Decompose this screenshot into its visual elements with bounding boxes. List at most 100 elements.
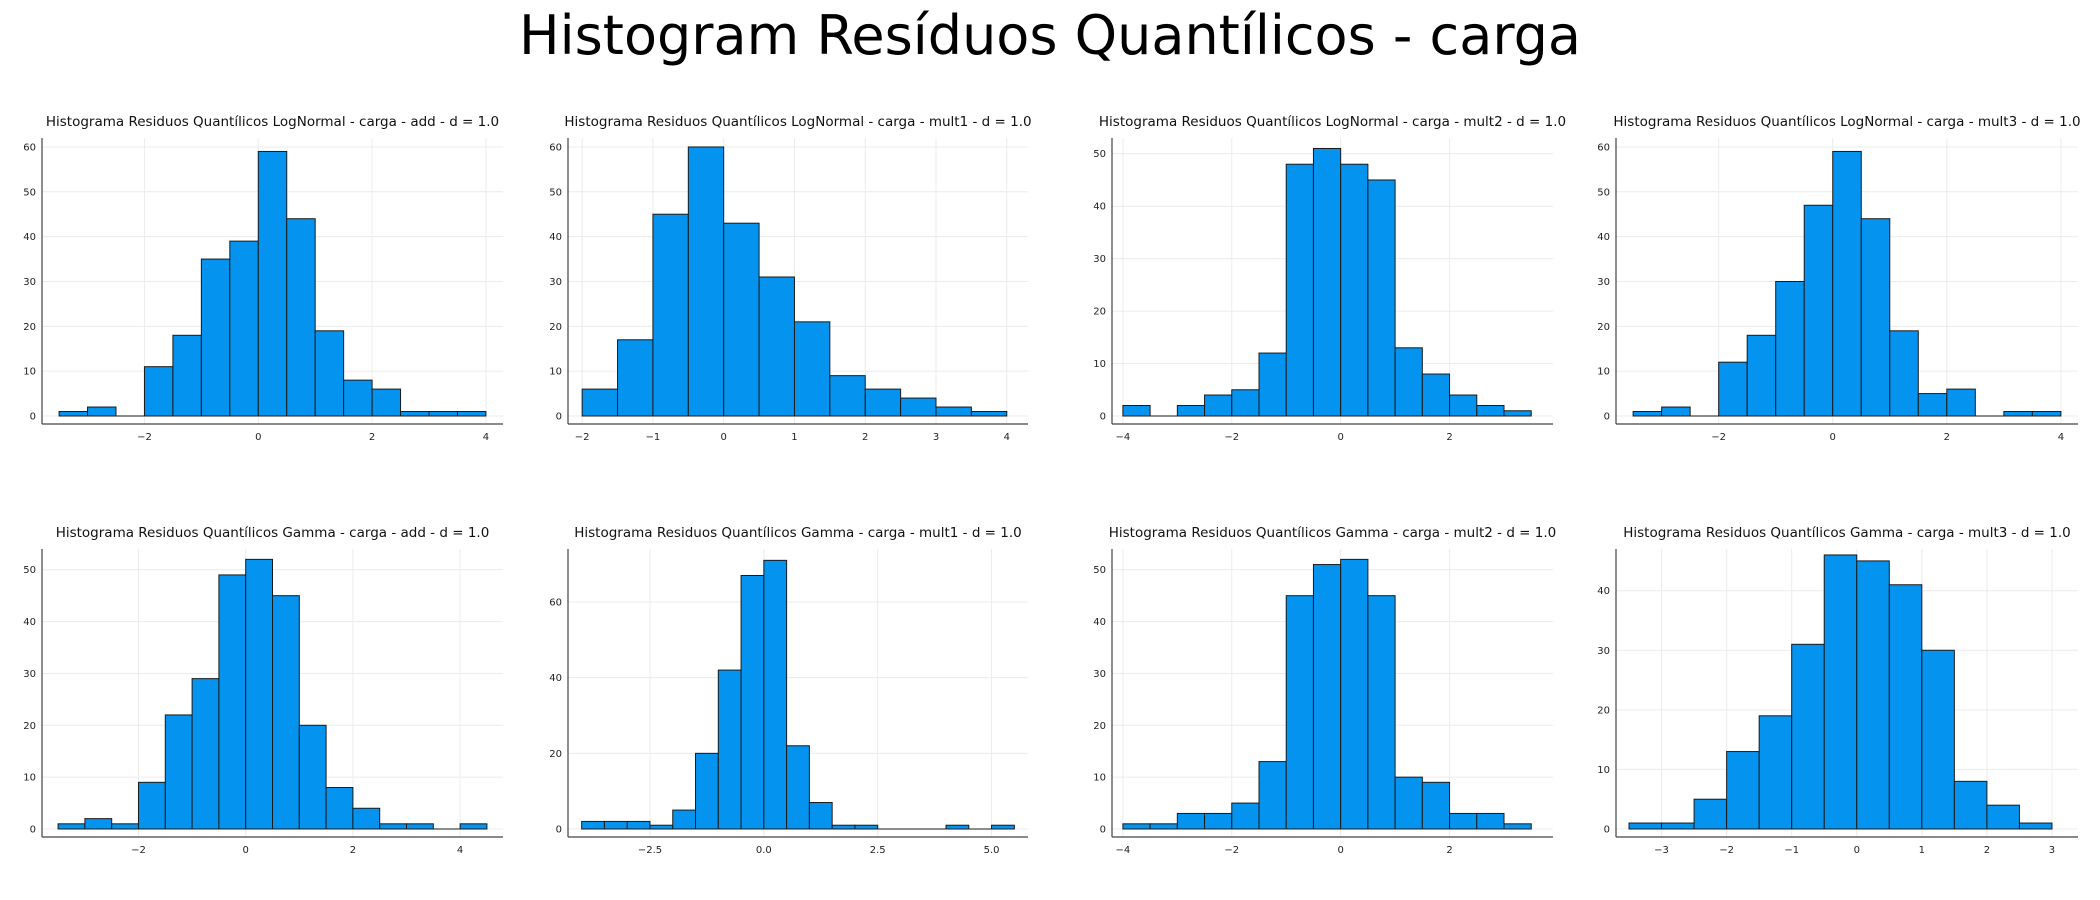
- y-tick-label: 30: [23, 669, 36, 680]
- histogram-bar: [581, 388, 619, 417]
- x-tick-label: −3: [1654, 845, 1669, 856]
- histogram-bar: [1823, 554, 1858, 830]
- histogram-bar: [991, 824, 1015, 830]
- y-tick-label: 30: [549, 277, 562, 288]
- histogram-bar: [1421, 373, 1451, 417]
- histogram-bar: [1718, 361, 1748, 417]
- y-tick-label: 20: [1597, 322, 1610, 333]
- x-tick-label: −4: [1116, 432, 1131, 443]
- histogram-bar: [831, 824, 856, 830]
- y-tick-label: 60: [549, 142, 562, 153]
- chart-title: Histograma Residuos Quantílicos Gamma - …: [56, 525, 490, 541]
- histogram-bar: [428, 411, 458, 417]
- histogram-bar: [459, 823, 488, 830]
- histogram-bar: [1661, 406, 1691, 417]
- y-tick-label: 50: [1597, 187, 1610, 198]
- histogram-bar: [1367, 595, 1396, 830]
- histogram-bar: [1726, 751, 1760, 830]
- histogram-bar: [1917, 393, 1948, 417]
- y-tick-label: 0: [1604, 825, 1610, 836]
- chart-title: Histograma Residuos Quantílicos LogNorma…: [1099, 114, 1566, 130]
- histogram-bar: [1421, 781, 1451, 830]
- y-tick-label: 50: [1093, 565, 1106, 576]
- histogram-bar: [1803, 204, 1834, 417]
- y-tick-label: 30: [1093, 254, 1106, 265]
- histogram-bar: [143, 366, 174, 417]
- histogram-bar: [286, 218, 316, 417]
- histogram-bar: [1312, 564, 1342, 830]
- y-tick-label: 30: [1093, 669, 1106, 680]
- y-tick-label: 20: [549, 322, 562, 333]
- y-tick-label: 40: [549, 673, 562, 684]
- x-tick-label: 4: [483, 432, 489, 443]
- y-tick-label: 0: [30, 825, 36, 836]
- histogram-bar: [1986, 804, 2020, 830]
- histogram-bar: [1921, 649, 1955, 830]
- histogram-bar: [829, 375, 866, 417]
- histogram-bar: [1476, 405, 1505, 417]
- histogram-bar: [717, 669, 742, 830]
- histogram-bar: [617, 339, 654, 417]
- y-tick-label: 30: [1597, 277, 1610, 288]
- y-tick-label: 10: [23, 773, 36, 784]
- histogram-bar: [1791, 643, 1825, 830]
- y-tick-label: 0: [1100, 412, 1106, 423]
- histogram-bar: [1758, 715, 1793, 830]
- y-tick-label: 10: [1093, 773, 1106, 784]
- y-tick-label: 60: [1597, 142, 1610, 153]
- y-tick-label: 50: [549, 187, 562, 198]
- y-tick-label: 10: [1597, 367, 1610, 378]
- y-tick-label: 10: [549, 367, 562, 378]
- histogram-bar: [1860, 218, 1891, 417]
- histogram-bar: [1204, 812, 1233, 830]
- histogram-bar: [900, 397, 937, 417]
- histogram-bar: [2031, 411, 2062, 417]
- histogram-bar: [695, 752, 719, 830]
- histogram-bar: [1312, 147, 1342, 417]
- y-tick-label: 0: [556, 825, 562, 836]
- histogram-bar: [1503, 823, 1532, 830]
- histogram-bar: [603, 820, 628, 830]
- chart-title: Histograma Residuos Quantílicos LogNorma…: [46, 114, 499, 130]
- x-tick-label: 0: [243, 845, 249, 856]
- x-tick-label: 2: [1944, 432, 1950, 443]
- x-tick-label: 3: [2049, 845, 2055, 856]
- x-tick-label: −1: [646, 432, 661, 443]
- chart-title: Histograma Residuos Quantílicos LogNorma…: [564, 114, 1031, 130]
- x-tick-label: 2: [862, 432, 868, 443]
- histogram-bar: [1122, 823, 1151, 830]
- histogram-bar: [1746, 334, 1777, 417]
- histogram-bar: [1889, 330, 1919, 417]
- x-tick-label: −1: [1784, 845, 1799, 856]
- x-tick-label: 1: [1919, 845, 1925, 856]
- histogram-bar: [723, 222, 760, 417]
- y-tick-label: 40: [23, 617, 36, 628]
- histogram-bar: [1367, 179, 1396, 417]
- histogram-bar: [581, 820, 605, 830]
- histogram-bar: [652, 213, 689, 417]
- y-tick-label: 40: [1093, 617, 1106, 628]
- histogram-bar: [325, 787, 354, 830]
- histogram-bar: [1231, 389, 1260, 417]
- histogram-bar: [1231, 802, 1260, 830]
- histogram-bar: [257, 150, 288, 417]
- histogram-bar: [970, 411, 1008, 417]
- y-tick-label: 0: [30, 412, 36, 423]
- histogram-bar: [1661, 822, 1695, 830]
- histogram-bar: [626, 820, 651, 830]
- histogram-bar: [1693, 798, 1728, 830]
- histogram-bar: [379, 823, 408, 830]
- x-tick-label: 2: [1984, 845, 1990, 856]
- histogram-bar: [1285, 595, 1314, 830]
- histogram-bar: [1946, 388, 1976, 417]
- histogram-bar: [1258, 352, 1287, 417]
- x-tick-label: −2: [131, 845, 146, 856]
- histogram-bar: [172, 334, 202, 417]
- x-tick-label: −2: [1224, 845, 1239, 856]
- histogram-bar: [758, 276, 795, 417]
- x-tick-label: −2: [575, 432, 590, 443]
- histogram-bar: [1953, 780, 1988, 830]
